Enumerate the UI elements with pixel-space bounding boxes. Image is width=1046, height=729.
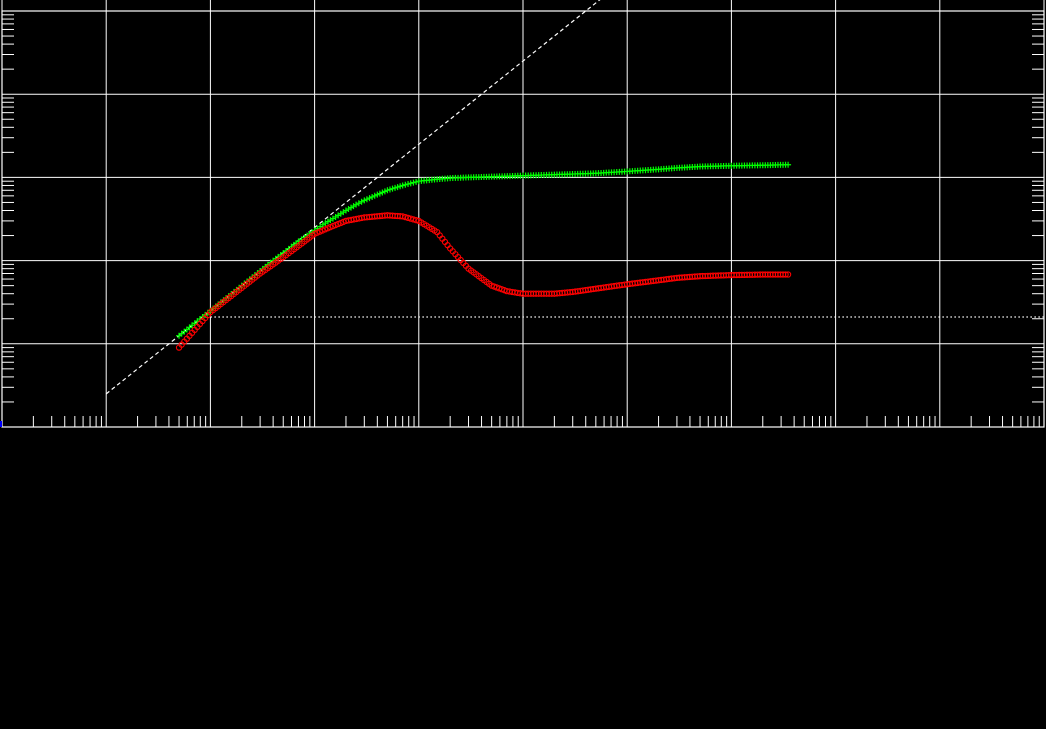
data-point-plus	[366, 195, 373, 202]
data-point-plus	[402, 181, 409, 188]
data-point-plus	[413, 178, 420, 185]
data-point-circle	[407, 215, 414, 222]
data-point-plus	[371, 192, 378, 199]
data-point-plus	[405, 181, 412, 188]
data-point-circle	[410, 216, 417, 223]
data-point-circle	[399, 213, 406, 220]
data-point-plus	[369, 193, 376, 200]
grid-lines	[1, 0, 1045, 428]
data-point-plus	[399, 182, 406, 189]
data-point-circle	[404, 214, 412, 222]
data-point-plus	[410, 179, 417, 186]
data-point-plus	[363, 196, 370, 203]
data-point-plus	[407, 180, 414, 187]
axis-ticks	[2, 14, 1044, 427]
data-point-circle	[784, 271, 792, 278]
data-series	[175, 161, 792, 351]
data-point-plus	[361, 197, 368, 204]
data-point-plus	[785, 161, 792, 168]
data-point-circle	[412, 216, 420, 224]
data-point-circle	[782, 271, 789, 278]
data-point-circle	[402, 213, 409, 221]
